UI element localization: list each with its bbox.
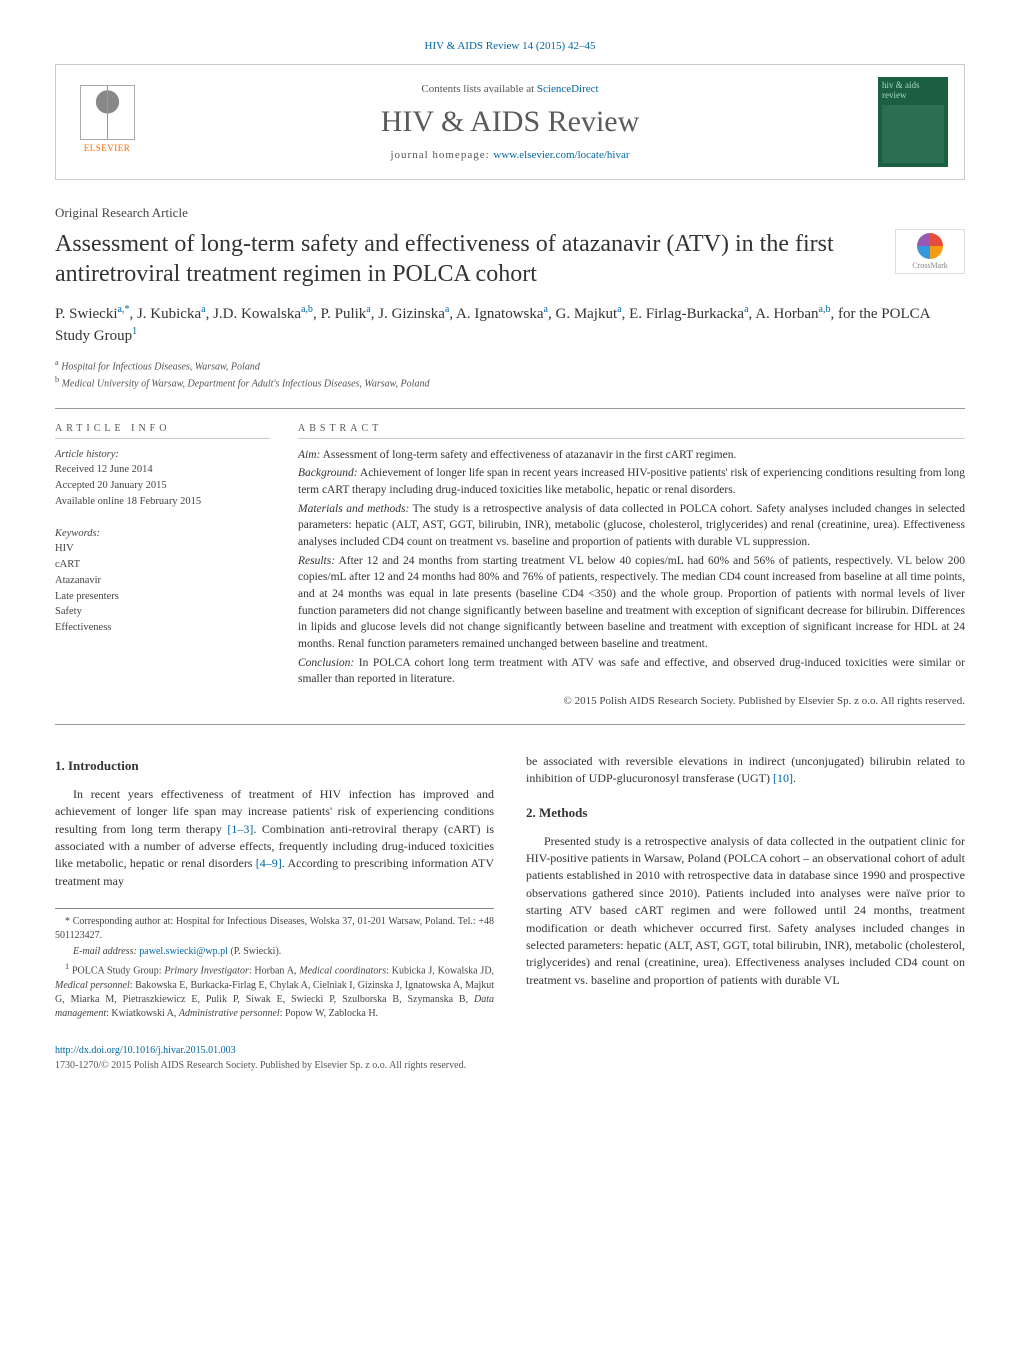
background-label: Background: [298,467,358,479]
methods-label: Materials and methods: [298,503,409,515]
homepage-prefix: journal homepage: [390,149,493,161]
doi-link[interactable]: http://dx.doi.org/10.1016/j.hivar.2015.0… [55,1045,236,1056]
homepage-link[interactable]: www.elsevier.com/locate/hivar [493,149,629,161]
email-author: (P. Swiecki). [230,946,281,957]
elsevier-label: ELSEVIER [84,143,131,153]
article-type: Original Research Article [55,205,965,221]
contents-available: Contents lists available at ScienceDirec… [142,83,878,95]
conclusion-text: In POLCA cohort long term treatment with… [298,657,965,686]
crossmark-icon [917,233,943,259]
study-group-footnote: POLCA Study Group: Primary Investigator:… [55,966,494,1019]
article-history: Article history: Received 12 June 2014 A… [55,447,270,510]
journal-name: HIV & AIDS Review [142,105,878,139]
abstract-copyright: © 2015 Polish AIDS Research Society. Pub… [298,694,965,710]
ref-link-4-9[interactable]: [4–9] [256,856,282,870]
sciencedirect-link[interactable]: ScienceDirect [537,83,599,95]
cover-title: hiv & aids review [882,81,944,101]
aim-text: Assessment of long-term safety and effec… [323,449,737,461]
article-info-heading: ARTICLE INFO [55,423,270,439]
received-date: Received 12 June 2014 [55,464,153,475]
corr-marker: * [65,916,70,927]
available-date: Available online 18 February 2015 [55,496,201,507]
aim-label: Aim: [298,449,320,461]
keywords-label: Keywords: [55,526,270,542]
col2-end: . [793,771,796,785]
crossmark-badge[interactable]: CrossMark [895,229,965,274]
keyword-item: Late presenters [55,591,119,602]
elsevier-tree-icon [80,85,135,140]
email-label: E-mail address: [73,946,137,957]
abstract-body: Aim: Assessment of long-term safety and … [298,447,965,710]
contents-prefix: Contents lists available at [421,83,536,95]
journal-cover-thumbnail: hiv & aids review [878,77,948,167]
corr-author-text: Corresponding author at: Hospital for In… [55,916,494,941]
issn-copyright: 1730-1270/© 2015 Polish AIDS Research So… [55,1060,466,1071]
col2-text: be associated with reversible elevations… [526,754,965,785]
ref-link-10[interactable]: [10] [773,771,793,785]
crossmark-label: CrossMark [912,261,948,270]
ref-link-1-3[interactable]: [1–3] [227,822,253,836]
article-title: Assessment of long-term safety and effec… [55,229,875,289]
introduction-paragraph: In recent years effectiveness of treatme… [55,786,494,890]
elsevier-logo: ELSEVIER [72,85,142,160]
keyword-item: Effectiveness [55,622,111,633]
keywords: Keywords: HIV cART Atazanavir Late presente… [55,526,270,636]
keyword-item: cART [55,559,80,570]
journal-header: ELSEVIER Contents lists available at Sci… [55,64,965,180]
methods-heading: 2. Methods [526,804,965,823]
page-footer: http://dx.doi.org/10.1016/j.hivar.2015.0… [55,1043,965,1073]
keyword-item: HIV [55,543,74,554]
journal-citation: HIV & AIDS Review 14 (2015) 42–45 [55,40,965,52]
divider [55,408,965,409]
results-label: Results: [298,555,335,567]
history-label: Article history: [55,449,119,460]
abstract-heading: ABSTRACT [298,423,965,439]
affiliations: a Hospital for Infectious Diseases, Wars… [55,357,965,392]
accepted-date: Accepted 20 January 2015 [55,480,167,491]
conclusion-label: Conclusion: [298,657,354,669]
introduction-heading: 1. Introduction [55,757,494,776]
cover-image [882,105,944,163]
authors-list: P. Swieckia,*, J. Kubickaa, J.D. Kowalsk… [55,303,965,347]
group-marker: 1 [65,962,69,971]
results-text: After 12 and 24 months from starting tre… [298,555,965,650]
keyword-item: Safety [55,606,82,617]
keyword-item: Atazanavir [55,575,101,586]
divider [55,724,965,725]
journal-homepage: journal homepage: www.elsevier.com/locat… [142,149,878,161]
corr-email-link[interactable]: pawel.swiecki@wp.pl [139,946,228,957]
intro-continuation: be associated with reversible elevations… [526,753,965,788]
footnotes: * Corresponding author at: Hospital for … [55,908,494,1020]
methods-paragraph: Presented study is a retrospective analy… [526,833,965,990]
background-text: Achievement of longer life span in recen… [298,467,965,496]
